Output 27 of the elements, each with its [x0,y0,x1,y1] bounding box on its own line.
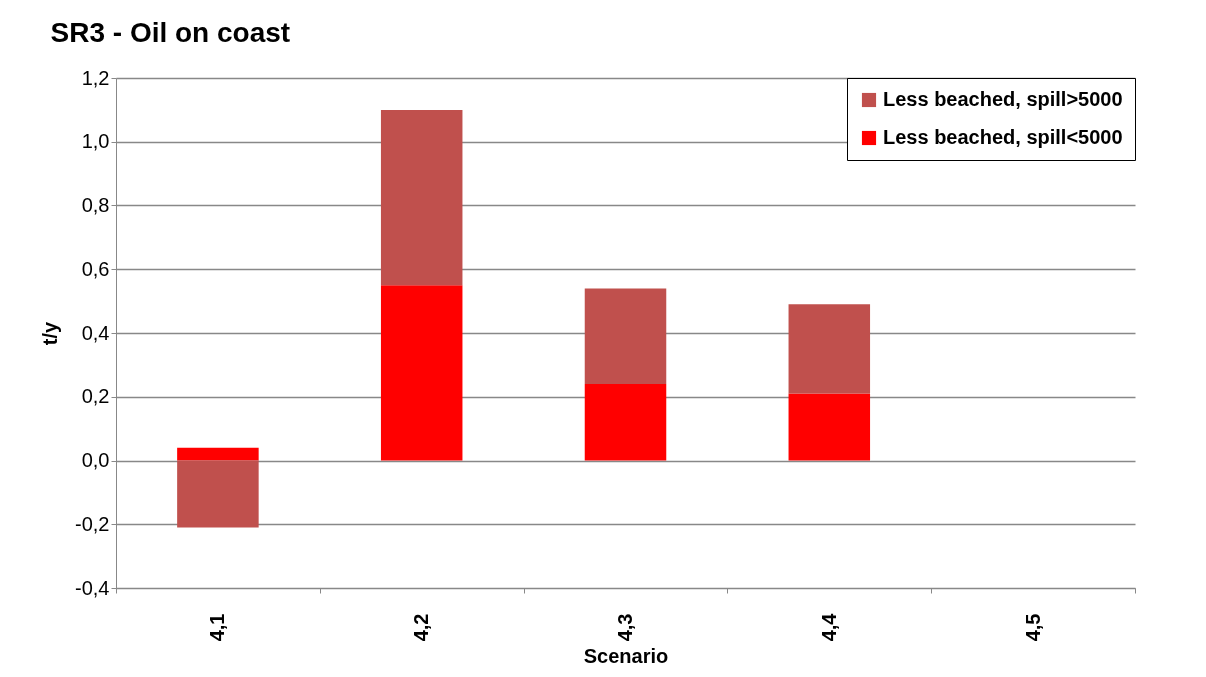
bar [584,288,667,384]
legend-label: Less beached, spill>5000 [883,88,1123,110]
y-tick-label: 1,0 [81,130,110,153]
bar [380,285,463,461]
y-tick-label: -0,4 [75,576,110,599]
x-tick-label: 4,3 [614,613,636,642]
x-axis-title: Scenario [583,645,669,668]
y-tick-label: 0,8 [81,194,110,216]
y-tick-label: 0,2 [81,385,110,408]
x-tick-label: 4,1 [206,613,229,642]
x-tick-label: 4,2 [410,613,433,642]
bar [788,304,871,394]
y-tick-label: 1,2 [81,66,110,89]
y-tick-label: 0,4 [81,321,110,344]
bar [177,447,259,461]
y-axis-title: t/y [39,320,62,346]
bar [584,384,667,461]
x-tick-label: 4,4 [817,612,840,642]
y-tick-label: 0,0 [81,449,110,471]
bar [788,393,871,461]
bar [177,460,259,528]
chart-title: SR3 - Oil on coast [50,17,291,48]
legend-label: Less beached, spill<5000 [883,126,1123,148]
y-tick-label: 0,6 [81,257,110,280]
bar [380,109,463,286]
x-tick-label: 4,5 [1021,613,1044,642]
y-tick-label: -0,2 [75,512,110,535]
